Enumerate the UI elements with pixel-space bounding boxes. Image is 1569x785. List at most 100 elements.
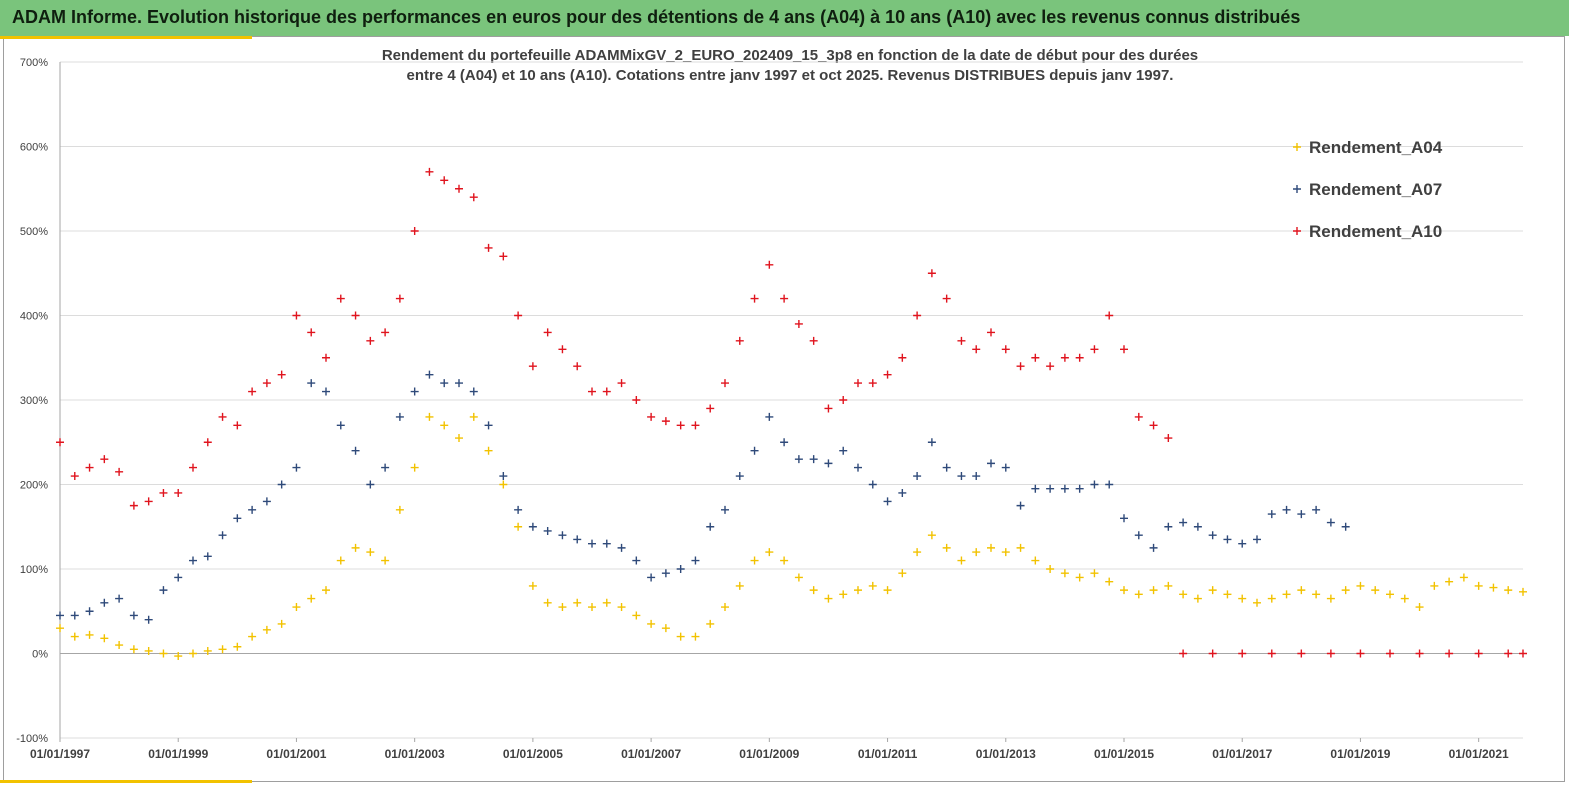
rendement-a10-point xyxy=(913,311,922,320)
rendement-a10-point xyxy=(381,328,390,337)
rendement-a10-point xyxy=(455,184,463,193)
rendement-a07-point xyxy=(765,412,774,421)
rendement-a10-point xyxy=(1179,649,1188,658)
rendement-a04-point xyxy=(883,586,892,595)
rendement-a04-point xyxy=(1415,603,1424,612)
rendement-a04-point xyxy=(1341,586,1350,595)
rendement-a10-point xyxy=(307,328,316,337)
rendement-a07-point xyxy=(898,488,907,497)
rendement-a10-point xyxy=(854,379,862,388)
rendement-a07-point xyxy=(957,472,966,481)
rendement-a10-point xyxy=(972,345,981,354)
rendement-a04-point xyxy=(824,594,833,603)
rendement-a04-point xyxy=(322,586,330,595)
rendement-a07-point xyxy=(1149,543,1158,552)
rendement-a10-point xyxy=(987,328,995,337)
rendement-a10-point xyxy=(159,488,168,497)
y-tick-label: 700% xyxy=(20,57,48,69)
y-tick-label: 200% xyxy=(20,480,48,492)
y-tick-label: 100% xyxy=(20,564,48,576)
rendement-a10-point xyxy=(218,412,227,421)
rendement-a10-point xyxy=(514,311,523,320)
rendement-a07-point xyxy=(292,463,301,472)
rendement-a04-point xyxy=(56,624,64,633)
rendement-a04-point xyxy=(1489,583,1498,592)
rendement-a10-point xyxy=(351,311,360,320)
rendement-a04-point xyxy=(1031,556,1040,565)
rendement-a10-point xyxy=(100,455,109,464)
rendement-a07-point xyxy=(514,505,523,514)
rendement-a07-point xyxy=(1179,518,1188,527)
rendement-a07-point xyxy=(322,387,330,396)
rendement-a10-point xyxy=(839,396,848,404)
rendement-a04-point xyxy=(898,569,907,578)
rendement-a07-point xyxy=(1031,484,1040,493)
rendement-a04-point xyxy=(647,619,656,628)
rendement-a07-point xyxy=(1120,514,1128,523)
rendement-a10-point xyxy=(647,412,656,421)
rendement-a04-point xyxy=(307,594,316,603)
rendement-a04-point xyxy=(218,645,227,654)
rendement-a04-point xyxy=(543,598,552,607)
rendement-a10-point xyxy=(129,501,138,510)
x-tick-label: 01/01/2021 xyxy=(1449,747,1509,761)
rendement-a10-point xyxy=(1090,345,1099,354)
rendement-a10-point xyxy=(691,421,700,430)
chart-title-line1: Rendement du portefeuille ADAMMixGV_2_EU… xyxy=(381,47,1199,64)
rendement-a10-point xyxy=(1297,649,1306,658)
rendement-a10-point xyxy=(1060,353,1069,362)
rendement-a10-point xyxy=(809,336,818,345)
rendement-a04-point xyxy=(440,421,449,430)
rendement-a04-point xyxy=(233,642,242,651)
rendement-a10-point xyxy=(1504,649,1513,658)
legend-marker xyxy=(1293,227,1301,235)
rendement-a10-point xyxy=(1326,649,1335,658)
rendement-a04-point xyxy=(602,598,611,607)
rendement-a10-point xyxy=(735,336,744,345)
rendement-a07-point xyxy=(85,607,94,616)
rendement-a07-point xyxy=(218,531,227,540)
rendement-a07-point xyxy=(1090,480,1099,489)
y-tick-label: 500% xyxy=(20,226,48,238)
x-tick-label: 01/01/2017 xyxy=(1212,747,1272,761)
rendement-a04-point xyxy=(558,603,567,612)
accent-bar-top xyxy=(0,36,252,39)
rendement-a04-point xyxy=(1430,581,1439,590)
rendement-a07-point xyxy=(780,438,789,447)
rendement-a10-point xyxy=(780,294,789,303)
rendement-a07-point xyxy=(942,463,951,472)
rendement-a04-point xyxy=(174,652,183,661)
rendement-a04-point xyxy=(455,434,463,443)
x-tick-label: 01/01/2007 xyxy=(621,747,681,761)
rendement-a07-point xyxy=(794,455,803,464)
rendement-a04-point xyxy=(750,556,759,565)
rendement-a07-point xyxy=(1001,463,1010,472)
rendement-a07-point xyxy=(499,472,508,481)
rendement-a04-point xyxy=(1193,594,1202,603)
rendement-a04-point xyxy=(395,505,404,514)
y-tick-label: 400% xyxy=(20,311,48,323)
rendement-a04-point xyxy=(794,573,803,582)
rendement-a04-point xyxy=(115,641,124,650)
rendement-a10-point xyxy=(1134,412,1143,421)
rendement-a07-point xyxy=(1223,535,1232,544)
rendement-a07-point xyxy=(248,505,257,514)
rendement-a10-point xyxy=(115,467,124,476)
rendement-a04-point xyxy=(1075,573,1084,582)
rendement-a07-point xyxy=(307,379,316,388)
rendement-a04-point xyxy=(203,646,212,655)
rendement-a07-point xyxy=(661,569,670,578)
rendement-a10-point xyxy=(469,193,478,202)
rendement-a10-point xyxy=(824,404,833,413)
rendement-a10-point xyxy=(602,387,611,396)
rendement-a07-point xyxy=(1238,539,1247,548)
rendement-a07-point xyxy=(883,497,892,506)
accent-bar-bottom xyxy=(0,780,252,783)
banner-title: ADAM Informe. Evolution historique des p… xyxy=(12,7,1301,27)
rendement-a10-point xyxy=(543,328,552,337)
rendement-a07-point xyxy=(809,455,818,464)
rendement-a07-point xyxy=(1208,531,1217,540)
rendement-a04-point xyxy=(913,548,922,557)
rendement-a04-point xyxy=(1356,581,1365,590)
rendement-a04-point xyxy=(425,412,434,421)
